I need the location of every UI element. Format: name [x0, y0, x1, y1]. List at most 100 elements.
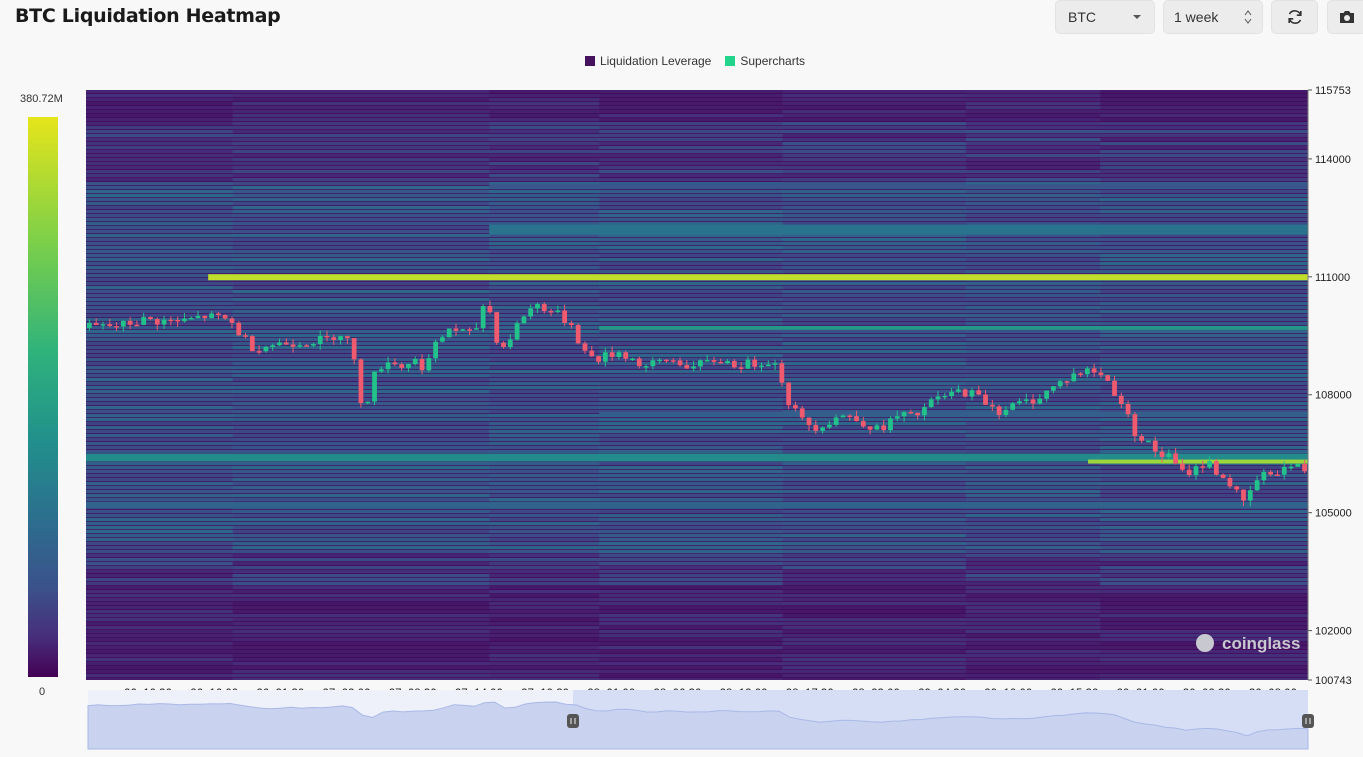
- heat-band: [965, 678, 1101, 680]
- heat-band: [599, 630, 784, 634]
- colorbar[interactable]: [28, 117, 58, 677]
- candle-body: [501, 342, 506, 348]
- heat-band: [965, 302, 1101, 306]
- heat-band: [86, 158, 234, 162]
- range-navigator[interactable]: [87, 690, 1314, 750]
- heat-band: [489, 538, 600, 542]
- candle-body: [745, 359, 751, 369]
- candle-body: [949, 391, 954, 397]
- heat-band: [965, 150, 1101, 154]
- heat-band: [1100, 446, 1308, 450]
- candle-body: [860, 421, 866, 427]
- heat-band: [1100, 366, 1308, 370]
- candle-body: [1057, 381, 1063, 387]
- refresh-button[interactable]: [1271, 0, 1318, 34]
- heat-band: [782, 142, 967, 146]
- legend-item-liquidation[interactable]: Liquidation Leverage: [584, 54, 711, 68]
- heat-band: [86, 230, 234, 234]
- candle-body: [575, 325, 581, 344]
- candle-body: [541, 304, 547, 312]
- heat-band: [232, 114, 490, 118]
- heat-band: [965, 666, 1101, 670]
- candle-body: [569, 322, 574, 326]
- candle-body: [1207, 461, 1212, 468]
- heat-band: [86, 110, 234, 114]
- navigator-right-handle[interactable]: [1302, 714, 1314, 728]
- heat-band: [965, 142, 1101, 146]
- heat-band: [232, 102, 490, 106]
- heat-band: [965, 202, 1101, 206]
- heat-band: [965, 606, 1101, 610]
- navigator-left-handle[interactable]: [567, 714, 579, 728]
- heat-band: [599, 554, 784, 558]
- heat-band: [86, 302, 234, 306]
- heat-band: [489, 102, 600, 106]
- heat-band: [599, 542, 784, 546]
- updown-arrows-icon: [1244, 10, 1252, 24]
- heat-band: [782, 322, 967, 326]
- heat-band: [965, 546, 1101, 550]
- heat-band: [782, 350, 967, 354]
- heat-band: [782, 590, 967, 594]
- heat-band: [232, 478, 490, 482]
- heat-band: [599, 174, 784, 178]
- heat-band: [86, 622, 234, 626]
- heat-band: [1100, 630, 1308, 634]
- candle-body: [277, 342, 282, 346]
- heat-band: [489, 446, 600, 450]
- heat-band: [489, 406, 600, 410]
- legend-item-supercharts[interactable]: Supercharts: [725, 54, 805, 68]
- heat-band: [1100, 594, 1308, 598]
- heat-band: [782, 134, 967, 138]
- candle-body: [120, 320, 126, 327]
- heat-band: [1100, 402, 1308, 406]
- heat-band: [599, 494, 784, 498]
- symbol-select[interactable]: BTC: [1055, 0, 1155, 34]
- period-select[interactable]: 1 week: [1163, 0, 1263, 34]
- heat-band: [86, 114, 234, 118]
- heat-band: [599, 366, 784, 370]
- candle-body: [216, 313, 221, 316]
- heat-band: [86, 234, 234, 238]
- heat-band: [86, 598, 234, 602]
- heat-band: [965, 346, 1101, 350]
- heat-band: [489, 258, 600, 262]
- screenshot-button[interactable]: [1327, 0, 1363, 34]
- heat-band: [1100, 158, 1308, 162]
- heat-band: [782, 158, 967, 162]
- heat-band: [232, 674, 490, 678]
- heat-band: [782, 538, 967, 542]
- heat-band: [489, 562, 600, 566]
- heat-band: [86, 534, 234, 538]
- heat-band: [1100, 398, 1308, 402]
- heat-band: [599, 382, 784, 386]
- heat-band: [965, 126, 1101, 130]
- heat-band: [1100, 166, 1308, 170]
- heat-band: [782, 562, 967, 566]
- heat-band: [965, 158, 1101, 162]
- candle-body: [507, 339, 513, 348]
- heat-band: [86, 342, 234, 346]
- candle-body: [528, 308, 534, 317]
- heat-band: [86, 174, 234, 178]
- y-axis: 115753 114000 111000 108000 105000 102000 1007…: [1307, 85, 1352, 687]
- heat-band: [86, 434, 234, 438]
- heat-band: [86, 310, 234, 314]
- candle-body: [1295, 463, 1301, 467]
- heat-band: [599, 670, 784, 674]
- heat-band: [232, 318, 490, 322]
- heat-band: [1100, 106, 1308, 110]
- heat-band: [965, 658, 1101, 662]
- candle-body: [1193, 466, 1199, 476]
- candle-body: [209, 313, 214, 319]
- heat-band: [232, 518, 490, 522]
- heat-band: [489, 650, 600, 654]
- heat-band: [489, 566, 600, 570]
- heat-band: [489, 658, 600, 662]
- heat-band: [782, 634, 967, 638]
- heat-band: [86, 366, 234, 370]
- heat-band: [599, 626, 784, 630]
- heat-band: [965, 258, 1101, 262]
- heat-band: [599, 310, 784, 314]
